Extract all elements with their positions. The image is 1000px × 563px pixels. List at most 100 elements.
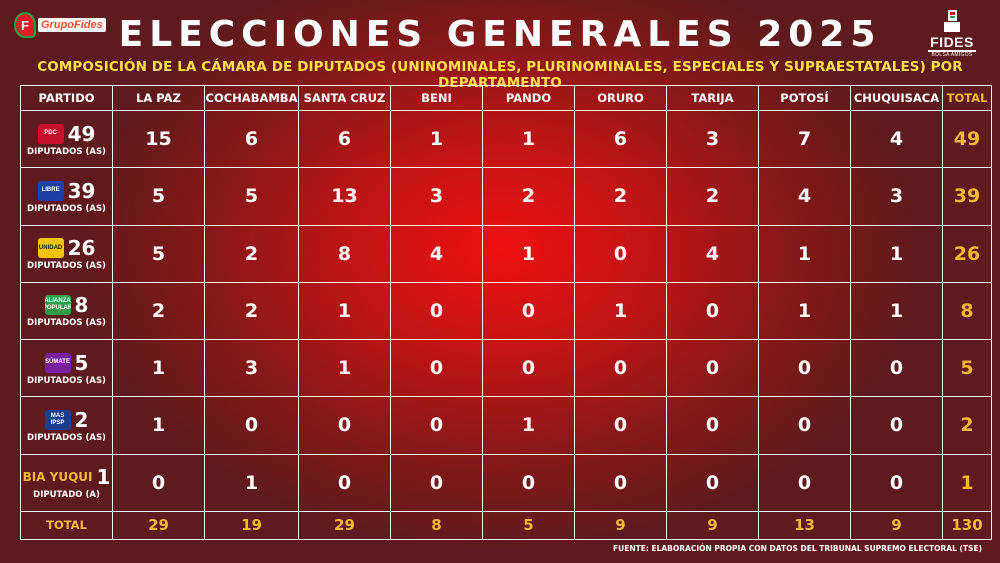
seat-cell: 5	[112, 167, 205, 226]
seat-cell: 5	[112, 224, 205, 283]
party-cell: UNIDAD 26 DIPUTADOS (AS)	[20, 224, 113, 283]
seat-cell: 0	[666, 396, 759, 455]
seat-cell: 0	[574, 396, 667, 455]
party-logo-icon: LIBRE	[37, 180, 64, 201]
header-row: PARTIDO LA PAZ COCHABAMBA SANTA CRUZ BENI PAN…	[20, 85, 992, 111]
party-seat-label: DIPUTADO (A)	[33, 490, 100, 501]
fides-tagline: BOLSA AMIGOS	[931, 52, 973, 58]
table-row: LIBRE 39 DIPUTADOS (AS) 5 5 13 3 2 2 2 4 3 39	[20, 167, 992, 226]
party-seat-count: 1	[96, 465, 111, 490]
seat-cell: 1	[850, 224, 943, 283]
seat-cell: 4	[850, 109, 943, 169]
grupo-fides-logo: F GrupoFides	[14, 12, 106, 38]
seat-cell: 1	[112, 396, 205, 455]
party-total-cell: 1	[942, 453, 992, 512]
department-total-cell: 9	[574, 510, 667, 541]
party-cell: ALIANZA POPULAR 8 DIPUTADOS (AS)	[20, 281, 113, 341]
totals-label: TOTAL	[20, 510, 113, 541]
results-table: PARTIDO LA PAZ COCHABAMBA SANTA CRUZ BENI PAN…	[20, 85, 992, 541]
department-total-cell: 13	[758, 510, 851, 541]
seat-cell: 2	[666, 167, 759, 226]
ballot-hand-icon	[938, 8, 966, 34]
seat-cell: 0	[204, 396, 299, 455]
seat-cell: 1	[298, 281, 391, 341]
seat-cell: 0	[482, 281, 575, 341]
table-row: MAS IPSP 2 DIPUTADOS (AS) 1 0 0 0 1 0 0 0 0 2	[20, 396, 992, 455]
party-seat-label: DIPUTADOS (AS)	[27, 375, 106, 386]
department-total-cell: 29	[112, 510, 205, 541]
seat-cell: 5	[204, 167, 299, 226]
department-total-cell: 9	[666, 510, 759, 541]
seat-cell: 4	[390, 224, 483, 283]
party-seat-count: 49	[67, 121, 96, 146]
party-seat-count: 8	[74, 293, 89, 318]
party-cell: PDC 49 DIPUTADOS (AS)	[20, 109, 113, 169]
seat-cell: 0	[298, 453, 391, 512]
party-total-cell: 39	[942, 167, 992, 226]
totals-row: TOTAL 29 19 29 8 5 9 9 13 9 130	[20, 510, 992, 541]
header-department: TARIJA	[666, 85, 759, 111]
seat-cell: 3	[666, 109, 759, 169]
header-total: TOTAL	[942, 85, 992, 111]
party-seat-label: DIPUTADOS (AS)	[27, 432, 106, 443]
header-department: SANTA CRUZ	[298, 85, 391, 111]
seat-cell: 0	[850, 453, 943, 512]
seat-cell: 1	[482, 396, 575, 455]
seat-cell: 0	[758, 339, 851, 398]
header-partido: PARTIDO	[20, 85, 113, 111]
grand-total-cell: 130	[942, 510, 992, 541]
party-seat-count: 39	[67, 178, 96, 203]
seat-cell: 13	[298, 167, 391, 226]
seat-cell: 8	[298, 224, 391, 283]
header-department: PANDO	[482, 85, 575, 111]
seat-cell: 0	[850, 396, 943, 455]
seat-cell: 15	[112, 109, 205, 169]
seat-cell: 3	[204, 339, 299, 398]
party-logo-icon: PDC	[37, 123, 64, 144]
department-total-cell: 9	[850, 510, 943, 541]
seat-cell: 0	[574, 224, 667, 283]
seat-cell: 0	[390, 339, 483, 398]
seat-cell: 4	[666, 224, 759, 283]
table-row: ALIANZA POPULAR 8 DIPUTADOS (AS) 2 2 1 0 0 1 0 1 1 8	[20, 281, 992, 341]
seat-cell: 1	[298, 339, 391, 398]
table-row: PDC 49 DIPUTADOS (AS) 15 6 6 1 1 6 3 7 4 49	[20, 109, 992, 169]
party-total-cell: 8	[942, 281, 992, 341]
party-cell: SÚMATE 5 DIPUTADOS (AS)	[20, 339, 113, 398]
seat-cell: 1	[112, 339, 205, 398]
table-row: BIA YUQUI 1 DIPUTADO (A) 0 1 0 0 0 0 0 0 0 1	[20, 453, 992, 512]
source-note: FUENTE: ELABORACIÓN PROPIA CON DATOS DEL…	[613, 544, 982, 553]
party-seat-count: 26	[67, 236, 96, 261]
fides-logo: FIDES BOLSA AMIGOS	[928, 8, 976, 58]
seat-cell: 0	[666, 453, 759, 512]
header-department: POTOSÍ	[758, 85, 851, 111]
party-seat-count: 2	[74, 407, 89, 432]
department-total-cell: 19	[204, 510, 299, 541]
table-row: UNIDAD 26 DIPUTADOS (AS) 5 2 8 4 1 0 4 1 1 26	[20, 224, 992, 283]
header-department: CHUQUISACA	[850, 85, 943, 111]
header-department: ORURO	[574, 85, 667, 111]
seat-cell: 2	[112, 281, 205, 341]
seat-cell: 0	[298, 396, 391, 455]
party-cell: MAS IPSP 2 DIPUTADOS (AS)	[20, 396, 113, 455]
header-department: COCHABAMBA	[204, 85, 299, 111]
party-seat-count: 5	[74, 350, 89, 375]
party-logo-icon: ALIANZA POPULAR	[44, 295, 71, 316]
party-seat-label: DIPUTADOS (AS)	[27, 203, 106, 214]
seat-cell: 0	[390, 453, 483, 512]
seat-cell: 0	[482, 339, 575, 398]
grupo-fides-wordmark: GrupoFides	[38, 18, 106, 32]
fides-mark-icon: F	[14, 12, 36, 38]
seat-cell: 1	[482, 224, 575, 283]
seat-cell: 4	[758, 167, 851, 226]
party-total-cell: 26	[942, 224, 992, 283]
seat-cell: 1	[204, 453, 299, 512]
seat-cell: 2	[204, 281, 299, 341]
seat-cell: 6	[298, 109, 391, 169]
party-logo-icon: UNIDAD	[37, 238, 64, 259]
seat-cell: 3	[390, 167, 483, 226]
party-seat-label: DIPUTADOS (AS)	[27, 261, 106, 272]
party-seat-label: DIPUTADOS (AS)	[27, 318, 106, 329]
party-total-cell: 5	[942, 339, 992, 398]
party-seat-label: DIPUTADOS (AS)	[27, 146, 106, 157]
